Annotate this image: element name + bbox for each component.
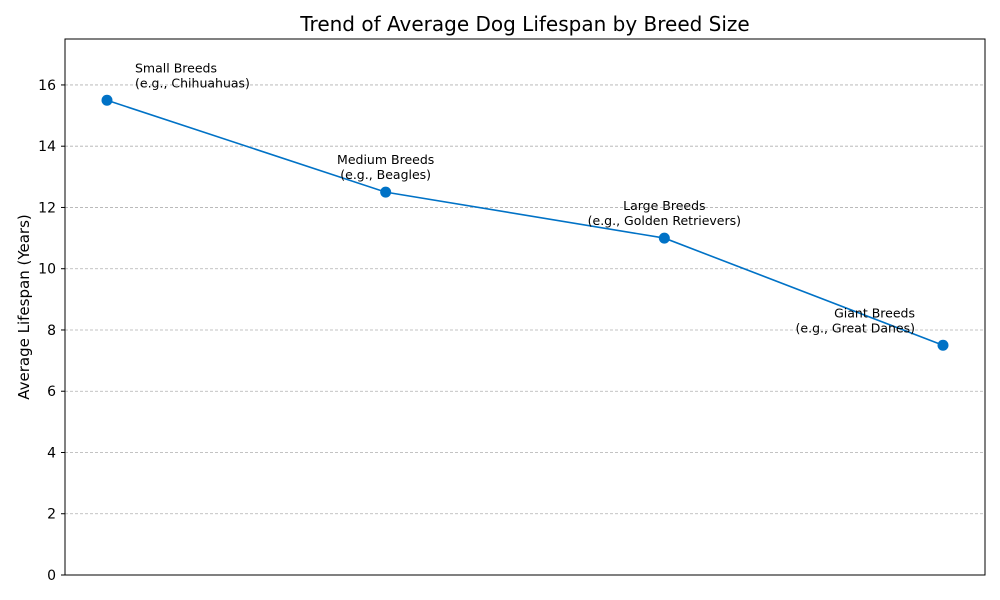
annotation-example: (e.g., Chihuahuas) <box>135 75 250 90</box>
data-points <box>101 94 949 351</box>
y-tick-label: 4 <box>47 445 56 461</box>
annotation-label: Small Breeds <box>135 60 217 75</box>
y-tick-label: 6 <box>47 384 56 400</box>
annotations: Small Breeds(e.g., Chihuahuas) Medium Bre… <box>135 60 915 335</box>
y-tick-label: 2 <box>47 507 56 523</box>
y-tick-label: 8 <box>47 323 56 339</box>
series-line <box>106 99 944 347</box>
y-tick-label: 14 <box>38 139 56 155</box>
data-point <box>937 339 949 351</box>
y-tick-label: 16 <box>38 78 56 94</box>
annotation-label: Medium Breeds <box>337 152 434 167</box>
y-tick-label: 10 <box>38 262 56 278</box>
annotation-example: (e.g., Great Danes) <box>796 320 915 335</box>
y-tick-label: 0 <box>47 568 56 584</box>
annotation-example: (e.g., Golden Retrievers) <box>588 213 741 228</box>
grid <box>65 84 985 515</box>
data-point <box>101 94 113 106</box>
annotation-label: Giant Breeds <box>834 305 915 320</box>
data-point <box>380 186 392 198</box>
data-point <box>658 232 670 244</box>
series-line-group <box>106 99 944 347</box>
y-axis-label: Average Lifespan (Years) <box>15 214 33 399</box>
y-axis-ticks: 0 2 4 6 8 10 12 14 16 <box>38 78 65 584</box>
chart-title: Trend of Average Dog Lifespan by Breed S… <box>299 12 749 36</box>
plot-area-frame <box>64 38 986 576</box>
y-tick-label: 12 <box>38 200 56 216</box>
annotation-label: Large Breeds <box>623 198 705 213</box>
annotation-example: (e.g., Beagles) <box>340 167 431 182</box>
